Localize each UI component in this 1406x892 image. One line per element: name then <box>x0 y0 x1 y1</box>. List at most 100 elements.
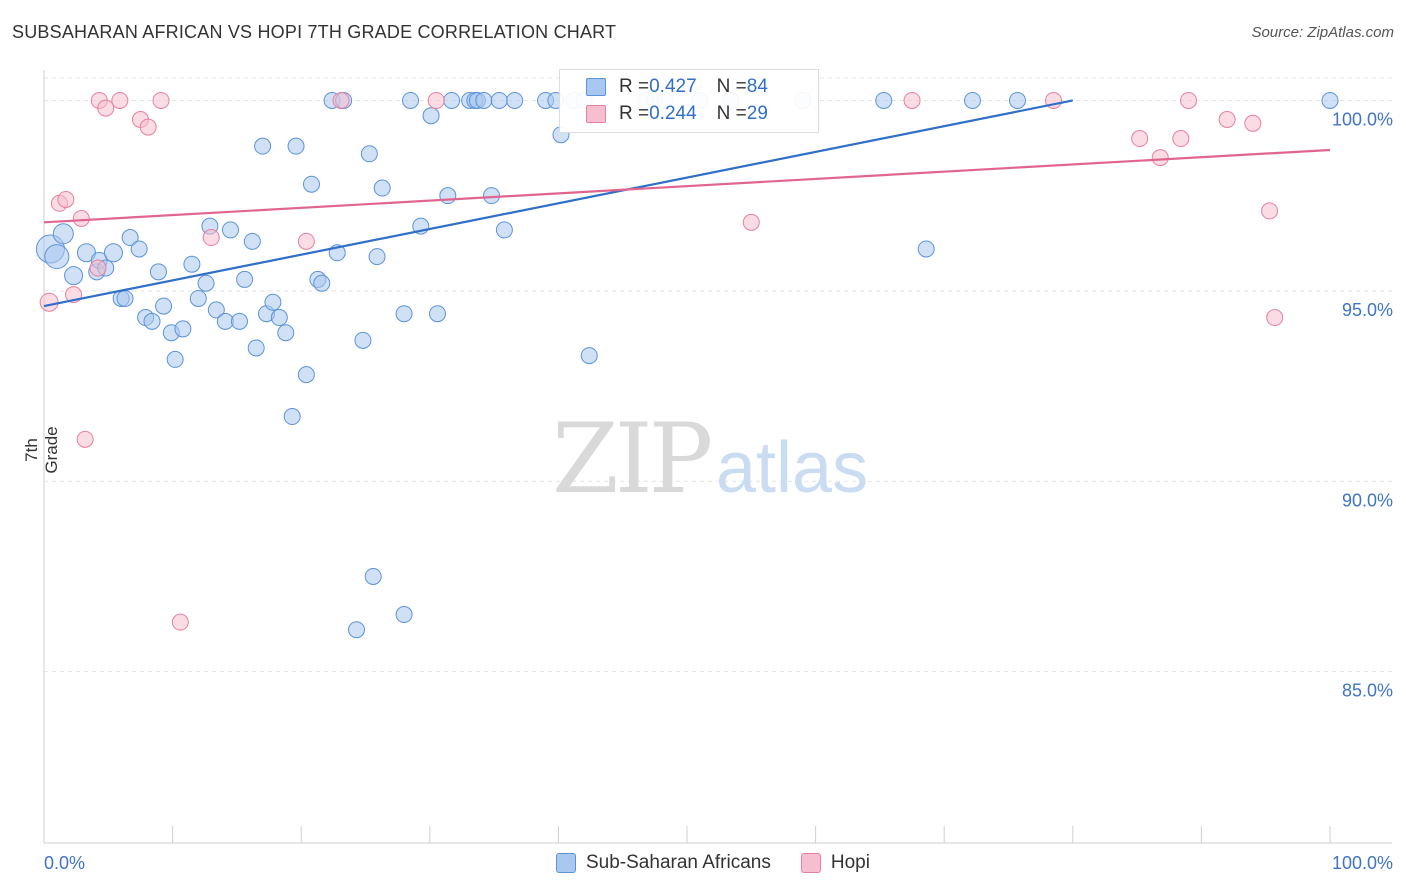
y-tick-label: 95.0% <box>1342 300 1393 320</box>
point-subsaharan <box>443 91 461 109</box>
point-subsaharan <box>395 606 413 624</box>
point-subsaharan <box>207 301 225 319</box>
point-subsaharan <box>580 347 598 365</box>
point-hopi <box>72 210 90 228</box>
r-value-subsaharan: 0.427 <box>649 76 697 97</box>
point-hopi <box>1180 91 1198 109</box>
n-value-hopi: 29 <box>746 103 768 124</box>
point-hopi <box>57 190 75 208</box>
point-hopi <box>297 232 315 250</box>
r-label-hopi: R = <box>619 103 650 124</box>
stats-row-subsaharan: R = 0.427 N = 84 <box>586 74 768 100</box>
stats-swatch-hopi <box>586 105 606 123</box>
point-subsaharan <box>475 91 493 109</box>
point-subsaharan <box>373 179 391 197</box>
point-subsaharan <box>506 91 524 109</box>
y-tick-label: 100.0% <box>1332 109 1393 129</box>
point-hopi <box>1172 130 1190 148</box>
x-tick-label: 0.0% <box>44 853 85 873</box>
point-hopi <box>89 259 107 277</box>
point-subsaharan <box>121 229 139 247</box>
legend-label-subsaharan: Sub-Saharan Africans <box>586 852 771 873</box>
point-subsaharan <box>875 91 893 109</box>
point-subsaharan <box>283 408 301 426</box>
point-hopi <box>152 91 170 109</box>
point-subsaharan <box>197 274 215 292</box>
y-tick-label: 85.0% <box>1342 681 1393 701</box>
point-subsaharan <box>143 312 161 330</box>
point-subsaharan <box>155 297 173 315</box>
stats-swatch-subsaharan <box>586 78 606 96</box>
point-subsaharan <box>297 366 315 384</box>
point-subsaharan <box>166 350 184 368</box>
y-tick-label: 90.0% <box>1342 490 1393 510</box>
legend-item-subsaharan[interactable]: Sub-Saharan Africans <box>556 852 771 874</box>
n-label-hopi: N = <box>716 103 747 124</box>
point-hopi <box>39 292 59 312</box>
point-subsaharan <box>364 567 382 585</box>
trendline-subsaharan <box>43 99 1074 308</box>
point-hopi <box>202 229 220 247</box>
point-hopi <box>1266 309 1284 327</box>
point-subsaharan <box>174 320 192 338</box>
point-subsaharan <box>1321 91 1339 109</box>
point-subsaharan <box>277 324 295 342</box>
point-hopi <box>1261 202 1279 220</box>
r-value-hopi: 0.244 <box>649 103 697 124</box>
point-subsaharan <box>917 240 935 258</box>
source-label: Source: ZipAtlas.com <box>1251 24 1394 41</box>
point-subsaharan <box>130 240 148 258</box>
point-subsaharan <box>402 91 420 109</box>
point-hopi <box>76 430 94 448</box>
point-hopi <box>903 91 921 109</box>
point-hopi <box>1131 130 1149 148</box>
point-subsaharan <box>395 305 413 323</box>
point-subsaharan <box>216 312 234 330</box>
bottom-legend: Sub-Saharan Africans Hopi <box>556 852 900 874</box>
point-subsaharan <box>270 309 288 327</box>
point-subsaharan <box>44 244 70 270</box>
point-subsaharan <box>254 137 272 155</box>
legend-swatch-subsaharan <box>556 853 576 873</box>
legend-swatch-hopi <box>800 853 821 873</box>
point-subsaharan <box>483 187 501 205</box>
stats-row-hopi: R = 0.244 N = 29 <box>586 101 768 127</box>
n-label-subsaharan: N = <box>716 76 747 97</box>
point-hopi <box>97 99 115 117</box>
point-subsaharan <box>490 91 508 109</box>
point-subsaharan <box>429 305 447 323</box>
point-subsaharan <box>52 223 74 245</box>
point-hopi <box>1151 149 1169 167</box>
n-value-subsaharan: 84 <box>746 76 768 97</box>
chart-title: SUBSAHARAN AFRICAN VS HOPI 7TH GRADE COR… <box>12 22 617 42</box>
point-subsaharan <box>495 221 513 239</box>
point-subsaharan <box>64 266 84 286</box>
point-subsaharan <box>264 293 282 311</box>
point-subsaharan <box>189 289 207 307</box>
point-subsaharan <box>368 248 386 266</box>
point-subsaharan <box>422 107 440 125</box>
point-hopi <box>1244 114 1262 132</box>
x-tick-label: 100.0% <box>1332 853 1393 873</box>
point-subsaharan <box>360 145 378 163</box>
point-hopi <box>171 613 189 631</box>
point-subsaharan <box>221 221 239 239</box>
watermark-atlas: atlas <box>716 428 868 508</box>
point-subsaharan <box>302 175 320 193</box>
point-subsaharan <box>287 137 305 155</box>
point-hopi <box>111 91 129 109</box>
trendline-hopi <box>43 148 1331 224</box>
point-subsaharan <box>149 263 167 281</box>
legend-item-hopi[interactable]: Hopi <box>800 852 870 874</box>
point-subsaharan <box>247 339 265 357</box>
point-subsaharan <box>236 270 254 288</box>
point-subsaharan <box>243 232 261 250</box>
point-subsaharan <box>1009 91 1027 109</box>
r-label-subsaharan: R = <box>619 76 650 97</box>
point-hopi <box>1218 111 1236 129</box>
point-hopi <box>139 118 157 136</box>
legend-label-hopi: Hopi <box>830 852 870 873</box>
point-subsaharan <box>116 289 134 307</box>
point-subsaharan <box>183 255 201 273</box>
